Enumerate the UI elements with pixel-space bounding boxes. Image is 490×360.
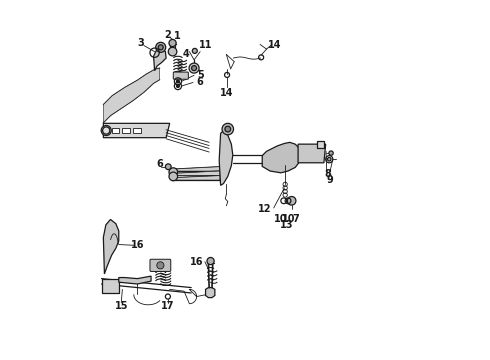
Polygon shape: [172, 176, 220, 180]
Text: 16: 16: [190, 257, 204, 267]
Text: 10: 10: [282, 215, 295, 224]
Text: 9: 9: [327, 175, 334, 185]
Polygon shape: [101, 279, 119, 293]
Bar: [133, 129, 141, 134]
Polygon shape: [119, 276, 151, 284]
Circle shape: [158, 45, 163, 50]
Polygon shape: [103, 123, 170, 138]
Polygon shape: [153, 48, 166, 71]
Text: 4: 4: [183, 49, 190, 59]
Text: 8: 8: [324, 168, 331, 179]
FancyBboxPatch shape: [150, 259, 171, 271]
Text: 11: 11: [199, 40, 212, 50]
Bar: [112, 129, 120, 134]
Circle shape: [192, 48, 197, 53]
Circle shape: [207, 257, 214, 265]
Text: 13: 13: [279, 220, 293, 230]
Circle shape: [225, 126, 231, 132]
Text: 10: 10: [274, 215, 288, 224]
Text: 12: 12: [258, 204, 271, 215]
Circle shape: [287, 197, 296, 205]
Polygon shape: [172, 167, 220, 171]
Circle shape: [169, 168, 177, 176]
Circle shape: [168, 47, 177, 56]
Text: 17: 17: [161, 301, 174, 311]
Circle shape: [101, 126, 111, 135]
Text: 16: 16: [131, 240, 145, 250]
Circle shape: [169, 40, 176, 46]
Text: 6: 6: [196, 77, 203, 87]
Polygon shape: [262, 142, 299, 173]
Text: 5: 5: [197, 70, 204, 80]
Circle shape: [102, 127, 110, 134]
Polygon shape: [103, 68, 160, 123]
Text: 3: 3: [137, 38, 144, 48]
Bar: [122, 129, 130, 134]
Circle shape: [176, 85, 179, 87]
Text: 14: 14: [220, 88, 234, 98]
Polygon shape: [298, 144, 326, 163]
Text: 14: 14: [269, 40, 282, 50]
Text: 15: 15: [115, 301, 128, 311]
Circle shape: [327, 157, 331, 161]
Circle shape: [329, 151, 333, 155]
Polygon shape: [205, 288, 215, 298]
Circle shape: [189, 63, 199, 73]
Circle shape: [192, 66, 196, 71]
Text: 2: 2: [164, 31, 171, 40]
Circle shape: [222, 123, 234, 135]
Circle shape: [157, 262, 164, 269]
Circle shape: [156, 42, 166, 52]
Circle shape: [166, 164, 171, 170]
Text: 7: 7: [292, 215, 299, 224]
Polygon shape: [172, 171, 220, 175]
Circle shape: [176, 80, 179, 83]
Polygon shape: [317, 140, 324, 148]
Polygon shape: [103, 220, 119, 274]
Polygon shape: [219, 131, 233, 185]
Text: 6: 6: [156, 159, 163, 169]
Circle shape: [169, 172, 177, 181]
Text: 1: 1: [173, 31, 180, 41]
FancyBboxPatch shape: [173, 72, 188, 79]
